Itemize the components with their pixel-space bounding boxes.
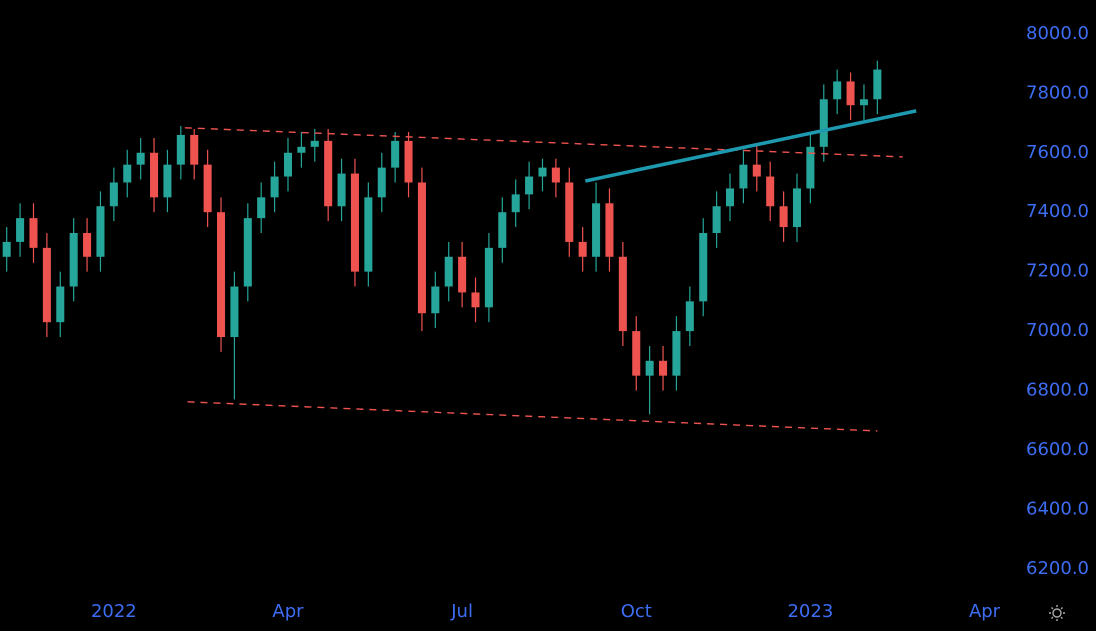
icon-part: [1049, 605, 1065, 621]
y-tick-label: 6600.0: [1026, 439, 1089, 460]
candle-body: [56, 286, 65, 323]
candle-body: [779, 206, 788, 228]
candle-body: [806, 146, 815, 189]
candle-body: [431, 286, 440, 314]
candle-body: [283, 152, 293, 177]
trend-line: [184, 127, 903, 158]
x-tick-label: Apr: [272, 601, 304, 622]
candle-body: [592, 203, 601, 257]
candle-body: [163, 164, 172, 198]
candle-body: [324, 140, 333, 207]
icon-part: [1052, 608, 1062, 618]
candle-body: [150, 152, 159, 198]
candle-body: [712, 206, 721, 234]
candle-body: [859, 99, 868, 106]
y-tick-label: 7400.0: [1026, 201, 1089, 222]
candle-body: [96, 206, 105, 257]
candle-body: [551, 167, 560, 183]
candle-body: [123, 164, 132, 183]
candle-body: [203, 164, 212, 213]
candle-body: [659, 360, 668, 376]
settings-icon[interactable]: [1049, 605, 1065, 621]
candle-body: [538, 167, 547, 177]
candle-body: [792, 188, 802, 228]
candle-body: [618, 256, 627, 332]
candle-body: [645, 360, 654, 376]
x-tick-label: Oct: [621, 601, 652, 622]
candle-body: [16, 218, 25, 242]
y-tick-label: 7200.0: [1026, 261, 1089, 282]
candle-body: [632, 331, 641, 376]
candle-body: [672, 331, 681, 376]
x-tick-label: Jul: [450, 601, 473, 622]
candle-body: [243, 218, 252, 287]
y-tick-label: 6800.0: [1026, 380, 1089, 401]
candle-body: [42, 247, 51, 323]
candle-body: [458, 256, 467, 293]
y-tick-label: 7000.0: [1026, 320, 1089, 341]
candle-body: [846, 81, 855, 106]
trend-line: [584, 109, 917, 183]
candle-body: [310, 140, 319, 147]
trend-line: [187, 401, 878, 432]
candle-body: [109, 182, 118, 207]
y-tick-label: 8000.0: [1026, 23, 1089, 44]
candle-body: [605, 203, 614, 257]
candle-body: [685, 301, 694, 332]
candle-body: [752, 164, 761, 177]
candle-body: [511, 194, 520, 213]
candle-body: [364, 197, 373, 272]
candle-body: [766, 176, 775, 207]
candle-body: [578, 241, 587, 257]
candle-body: [29, 218, 38, 248]
candle-body: [819, 99, 828, 147]
candle-body: [404, 140, 413, 183]
candle-body: [297, 146, 306, 153]
candle-body: [270, 176, 279, 198]
candle-body: [136, 152, 145, 165]
candle-body: [337, 173, 346, 207]
candle-body: [444, 256, 453, 287]
candle-body: [377, 167, 386, 198]
candle-body: [565, 182, 574, 242]
candle-body: [391, 140, 400, 168]
candle-body: [484, 247, 493, 308]
y-tick-label: 7800.0: [1026, 82, 1089, 103]
y-tick-label: 7600.0: [1026, 142, 1089, 163]
candle-body: [190, 134, 199, 165]
candle-body: [2, 241, 11, 257]
candle-body: [525, 176, 534, 195]
candle-body: [471, 292, 480, 308]
candle-body: [699, 233, 708, 302]
candle-body: [257, 197, 266, 219]
candle-body: [350, 173, 359, 272]
candle-body: [230, 286, 239, 338]
x-tick-label: 2023: [787, 601, 833, 622]
candle-body: [417, 182, 426, 314]
candle-body: [83, 233, 92, 257]
y-tick-label: 6400.0: [1026, 498, 1089, 519]
x-tick-label: Apr: [969, 601, 1001, 622]
candle-body: [873, 69, 882, 100]
candle-body: [739, 164, 748, 189]
candle-body: [833, 81, 842, 100]
y-tick-label: 6200.0: [1026, 558, 1089, 579]
candle-body: [176, 134, 185, 165]
candle-body: [216, 212, 226, 338]
candle-body: [69, 233, 78, 287]
x-tick-label: 2022: [91, 601, 137, 622]
candle-body: [498, 212, 507, 248]
candle-body: [725, 188, 735, 207]
